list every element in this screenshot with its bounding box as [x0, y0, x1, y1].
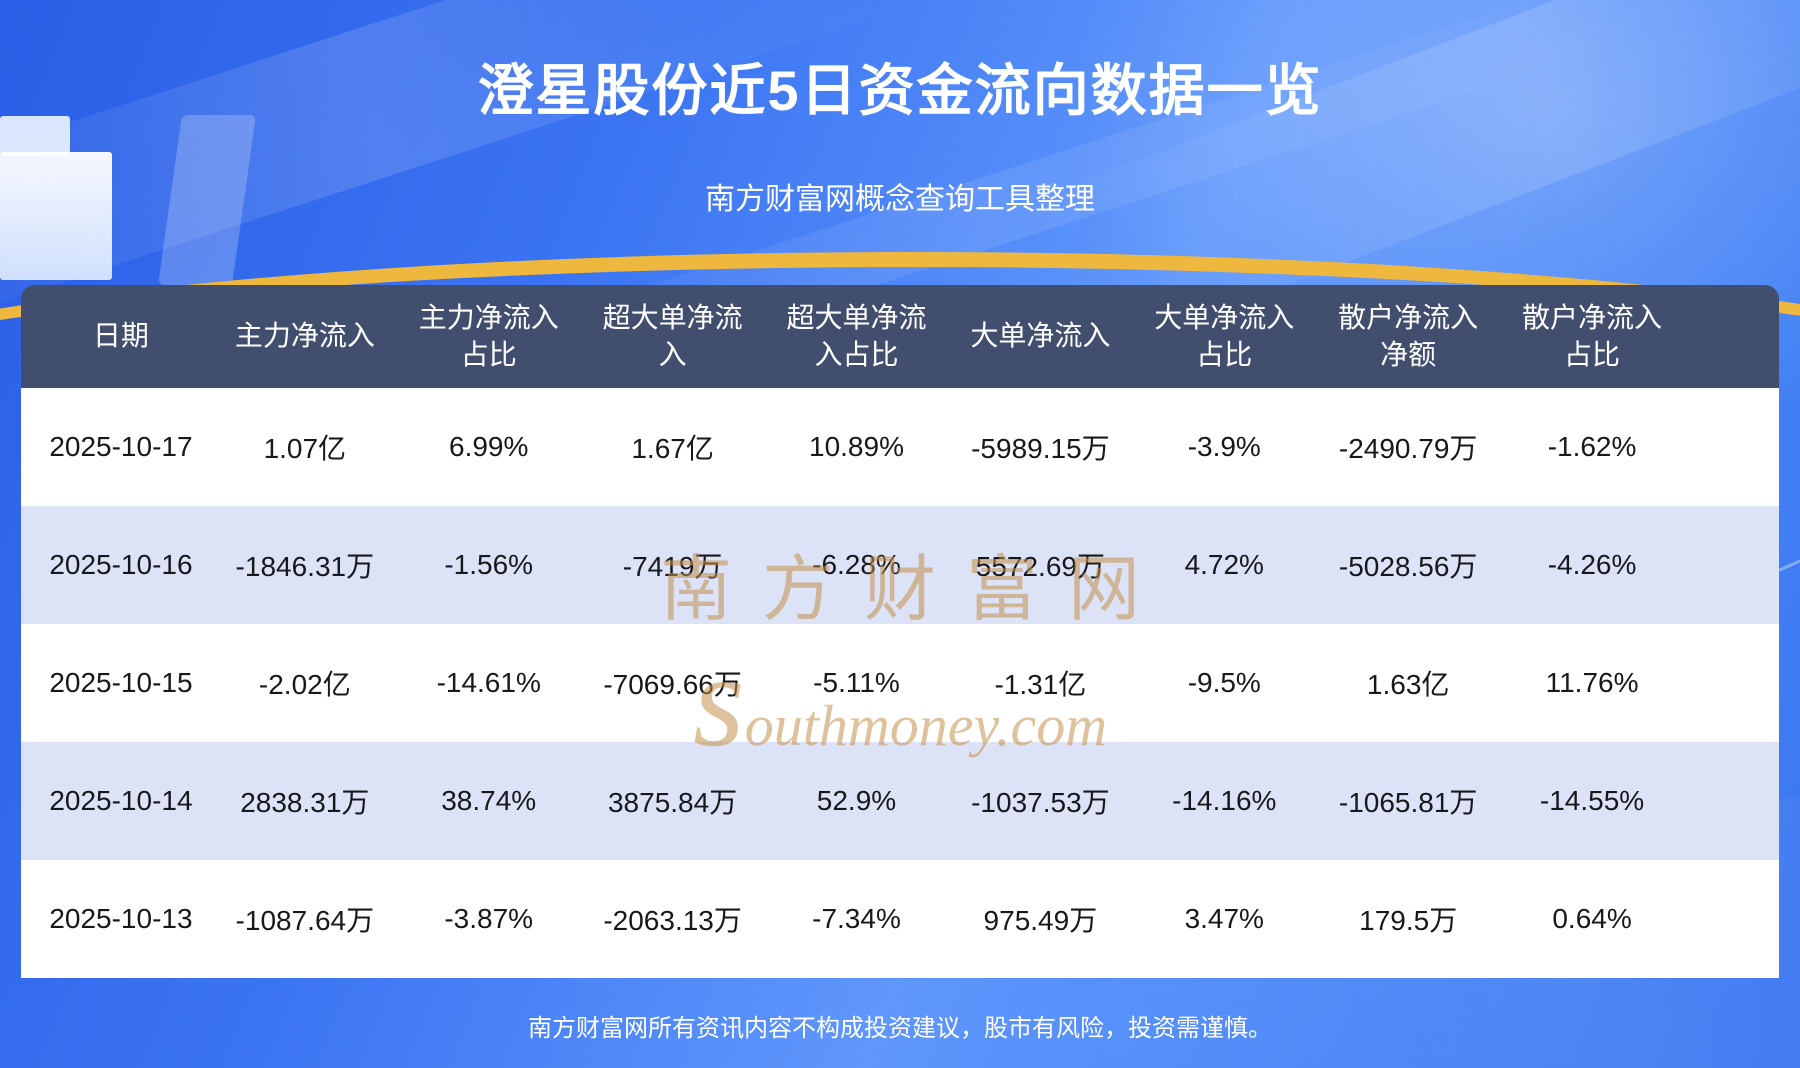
fund-flow-table: 日期 主力净流入 主力净流入 占比 超大单净流 入超大单净流 入占比 大单净流入 大单净流… — [21, 285, 1779, 978]
value-cell: -1065.81万 — [1338, 787, 1478, 818]
value-cell: -1.31亿 — [994, 669, 1087, 700]
value-cell: 0.64% — [1552, 903, 1632, 934]
value-cell: -7419万 — [622, 551, 723, 582]
table-body: 2025-10-17 1.07亿 6.99% 1.67亿 10.89% -5989.15万… — [21, 388, 1779, 978]
value-cell: 2838.31万 — [240, 787, 370, 818]
value-cell: -1087.64万 — [235, 905, 375, 936]
table-row: 2025-10-17 1.07亿 6.99% 1.67亿 10.89% -5989.15万… — [21, 388, 1779, 506]
value-cell: 975.49万 — [983, 905, 1098, 936]
value-cell: -5.11% — [813, 667, 900, 698]
date-cell: 2025-10-16 — [49, 549, 193, 580]
table-header-cell: 日期 — [92, 320, 149, 352]
date-cell: 2025-10-17 — [49, 431, 193, 462]
table-row: 2025-10-13 -1087.64万 -3.87% -2063.13万 -7.34%… — [21, 860, 1779, 978]
value-cell: -7.34% — [812, 903, 901, 934]
value-cell: -14.16% — [1172, 785, 1277, 816]
value-cell: -7069.66万 — [603, 669, 742, 700]
date-cell: 2025-10-13 — [49, 903, 193, 934]
value-cell: 1.67亿 — [631, 433, 714, 464]
table-header-cell: 散户净流入 占比 — [1522, 302, 1663, 370]
disclaimer-text: 南方财富网所有资讯内容不构成投资建议，股市有风险，投资需谨慎。 — [528, 1015, 1272, 1042]
value-cell: -14.55% — [1539, 785, 1645, 816]
value-cell: -5989.15万 — [971, 433, 1110, 464]
value-cell: -2.02亿 — [258, 669, 351, 700]
value-cell: -1.62% — [1547, 431, 1637, 462]
value-cell: -9.5% — [1187, 667, 1261, 698]
value-cell: -2063.13万 — [603, 905, 742, 936]
value-cell: -3.87% — [444, 903, 534, 934]
date-cell: 2025-10-15 — [49, 667, 193, 698]
value-cell: -1846.31万 — [235, 551, 375, 582]
value-cell: -1.56% — [444, 549, 534, 580]
value-cell: 1.63亿 — [1366, 669, 1450, 700]
table-header-cell: 超大单净流 入占比 — [786, 302, 927, 370]
table-header-cell: 大单净流入 — [970, 320, 1111, 352]
table-header-cell: 散户净流入 净额 — [1338, 302, 1479, 370]
value-cell: 3875.84万 — [607, 787, 738, 818]
value-cell: 52.9% — [816, 785, 897, 816]
value-cell: 5572.69万 — [975, 551, 1105, 582]
value-cell: 4.72% — [1184, 549, 1264, 580]
table-header-cell: 主力净流入 占比 — [418, 302, 559, 370]
value-cell: 1.07亿 — [263, 433, 347, 464]
value-cell: 38.74% — [441, 785, 537, 816]
value-cell: 179.5万 — [1359, 905, 1458, 936]
value-cell: -2490.79万 — [1338, 433, 1478, 464]
table-row: 2025-10-16 -1846.31万 -1.56% -7419万 -6.28% 557… — [21, 506, 1779, 624]
page-subtitle: 南方财富网概念查询工具整理 — [705, 183, 1095, 216]
table-header-cell: 大单净流入 占比 — [1154, 302, 1295, 370]
table-header-row: 日期 主力净流入 主力净流入 占比 超大单净流 入超大单净流 入占比 大单净流入 大单净流… — [21, 285, 1779, 388]
decor-podium — [0, 152, 112, 280]
value-cell: -6.28% — [812, 549, 901, 580]
date-cell: 2025-10-14 — [49, 785, 193, 816]
table-row: 2025-10-15 -2.02亿 -14.61% -7069.66万 -5.11% -1… — [21, 624, 1779, 742]
value-cell: 6.99% — [449, 431, 529, 462]
value-cell: -5028.56万 — [1338, 551, 1478, 582]
page-title: 澄星股份近5日资金流向数据一览 — [477, 59, 1323, 122]
value-cell: 3.47% — [1184, 903, 1264, 934]
value-cell: -1037.53万 — [971, 787, 1110, 818]
table-header-cell: 超大单净流 入 — [602, 302, 743, 370]
decor-podium-step — [0, 116, 70, 156]
value-cell: 11.76% — [1545, 667, 1639, 698]
value-cell: -14.61% — [436, 667, 541, 698]
value-cell: -4.26% — [1547, 549, 1637, 580]
value-cell: -3.9% — [1187, 431, 1261, 462]
value-cell: 10.89% — [809, 431, 904, 462]
table-header-cell: 主力净流入 — [234, 320, 375, 352]
table-row: 2025-10-14 2838.31万 38.74% 3875.84万 52.9% -10… — [21, 742, 1779, 860]
